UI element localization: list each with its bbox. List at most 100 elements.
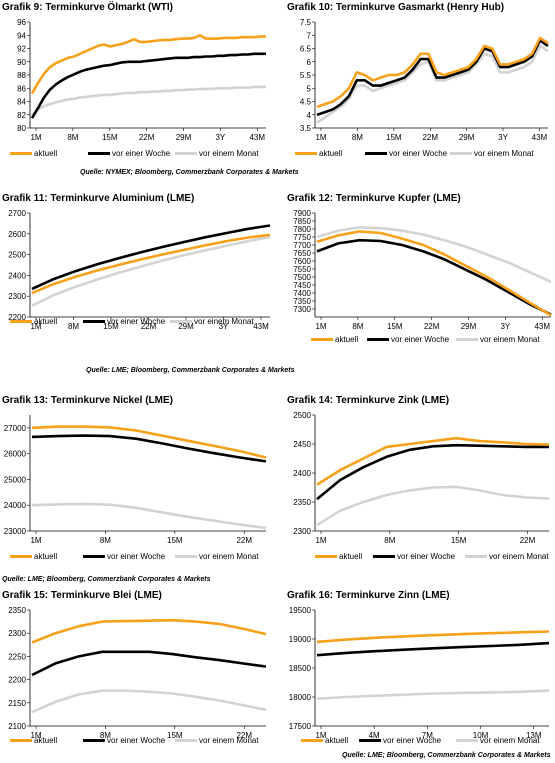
y-tick-label: 6 [307,58,312,67]
series-line-month [316,485,550,527]
legend-month: vor einem Monat [465,552,549,561]
legend: aktuell vor einer Woche vor einem Monat [311,335,555,347]
plot-area: 3.5 4 4.5 5 5.5 6 6.5 7 7.5 1M 8M 15M 22M 29M 3Y 43M [287,16,552,146]
chart-svg: 23000 24000 25000 26000 27000 1M 8M 15M 22M [4,415,267,545]
x-tick-label: 29M [176,133,192,142]
chart-wti: Grafik 9: Terminkurve Ölmarkt (WTI) 80 82… [2,2,277,187]
y-tick-label: 17500 [289,722,312,731]
x-tick-label: 43M [534,322,550,331]
legend-swatch [465,555,487,559]
chart-title-text: Terminkurve Gasmarkt (Henry Hub) [335,2,505,13]
y-tick-label: 24000 [4,501,27,510]
y-tick-label: 96 [17,18,26,27]
legend-swatch [456,338,478,342]
y-tick-label: 25000 [4,475,27,484]
x-tick-label: 3Y [498,133,508,142]
chart-title: Grafik 15: Terminkurve Blei (LME) [2,590,162,601]
legend-aktuell: aktuell [301,736,348,745]
legend-swatch [10,555,32,559]
chart-title: Grafik 10: Terminkurve Gasmarkt (Henry H… [287,2,504,13]
chart-title-prefix: Grafik 9: [2,2,43,13]
legend-label: aktuell [34,736,58,745]
y-tick-label: 2700 [8,209,26,218]
legend-swatch [175,152,197,156]
chart-title-prefix: Grafik 13: [2,395,49,406]
chart-title: Grafik 9: Terminkurve Ölmarkt (WTI) [2,2,173,13]
legend-swatch [10,320,32,324]
y-tick-label: 84 [17,98,26,107]
y-tick-label: 7300 [293,305,311,314]
x-tick-label: 22M [520,536,536,545]
y-tick-label: 7 [307,31,312,40]
plot-area: 2100 2150 2200 2250 2300 2350 1M 8M 15M 22M [2,604,270,744]
y-tick-label: 2200 [8,313,26,322]
x-tick-label: 29M [459,133,475,142]
y-tick-label: 86 [17,84,26,93]
legend-swatch [175,555,197,559]
y-tick-label: 2600 [8,230,26,239]
x-tick-label: 8M [68,322,79,331]
y-tick-label: 18500 [289,664,312,673]
legend: aktuell vor einer Woche vor einem Monat [315,552,553,564]
legend-week: vor einer Woche [367,335,449,344]
chart-svg: 2100 2150 2200 2250 2300 2350 1M 8M 15M 22M [8,606,267,740]
legend-label: vor einem Monat [199,149,259,158]
legend-label: vor einer Woche [112,149,171,158]
legend-aktuell: aktuell [311,335,358,344]
legend-label: aktuell [335,335,359,344]
chart-title-prefix: Grafik 10: [287,2,334,13]
legend-week: vor einer Woche [373,552,455,561]
x-tick-label: 13M [526,731,542,740]
series-line-month [31,235,271,307]
series-line-aktuell [31,233,271,295]
series-line-month [31,689,267,714]
x-tick-label: 22M [139,133,155,142]
legend-label: vor einem Monat [480,335,540,344]
y-tick-label: 2350 [8,606,26,615]
chart-title: Grafik 12: Terminkurve Kupfer (LME) [287,193,461,204]
legend-label: vor einem Monat [489,552,549,561]
chart-svg: 2300 2350 2400 2450 2500 1M 8M 15M 22M [293,411,550,545]
x-tick-label: 3Y [500,322,510,331]
y-tick-label: 2300 [8,629,26,638]
legend-label: vor einer Woche [107,552,166,561]
series-line-aktuell [316,436,550,486]
legend-label: vor einer Woche [391,335,450,344]
x-tick-label: 3Y [215,133,225,142]
chart-zink: Grafik 14: Terminkurve Zink (LME) 2300 23… [287,395,555,575]
y-tick-label: 2150 [8,699,26,708]
legend: aktuell vor einer Woche vor einem Monat [301,736,553,748]
legend-swatch [301,739,323,743]
legend-swatch [175,739,197,743]
legend-label: aktuell [325,736,349,745]
x-tick-label: 22M [236,536,252,545]
x-tick-label: 3Y [219,322,229,331]
chart-title-prefix: Grafik 14: [287,395,334,406]
chart-title-text: Terminkurve Ölmarkt (WTI) [45,2,173,13]
legend-swatch [315,555,337,559]
x-tick-label: 1M [30,536,41,545]
series-line-week [316,238,552,316]
legend: aktuell vor einer Woche vor einem Monat [295,149,553,161]
y-tick-label: 80 [17,124,26,133]
y-tick-label: 90 [17,58,26,67]
legend-swatch [367,338,389,342]
legend-aktuell: aktuell [10,552,57,561]
y-tick-label: 23000 [4,527,27,536]
legend-aktuell: aktuell [10,317,57,326]
legend-label: vor einer Woche [389,149,448,158]
legend-label: aktuell [34,552,58,561]
chart-svg: 80 82 84 86 88 90 92 94 96 1M 8M 15M 22M 29M 3Y 43M [17,18,266,142]
y-tick-label: 7450 [293,281,311,290]
chart-title-prefix: Grafik 11: [2,193,48,204]
legend-swatch [83,739,105,743]
x-tick-label: 15M [386,133,402,142]
y-tick-label: 19500 [289,606,312,615]
plot-area: 7300 7350 7400 7450 7500 7550 7600 7650 7700 7750… [287,207,555,335]
x-tick-label: 15M [451,536,467,545]
legend-month: vor einem Monat [175,736,259,745]
legend-month: vor einem Monat [450,149,534,158]
y-tick-label: 7750 [293,233,311,242]
series-line-week [316,443,549,501]
y-tick-label: 2200 [8,676,26,685]
